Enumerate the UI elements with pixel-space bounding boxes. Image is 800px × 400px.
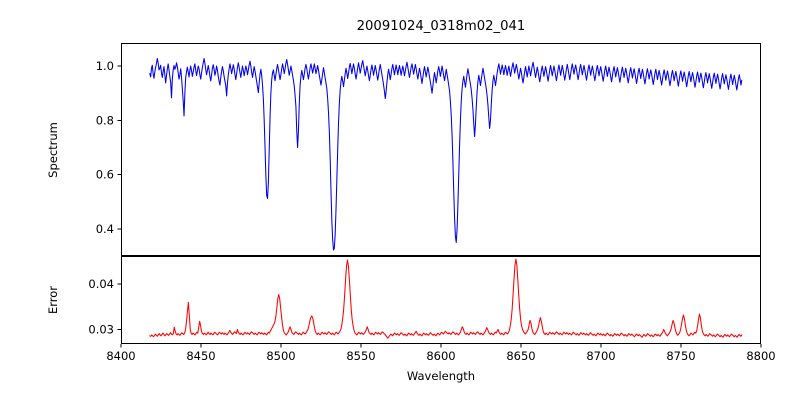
- spectrum-y-ticks: 0.4 0.6 0.8 1.0: [96, 59, 121, 236]
- wavelength-tick-label: 8550: [346, 349, 375, 363]
- spectrum-ytick-label: 1.0: [96, 59, 114, 73]
- wavelength-tick-label: 8450: [186, 349, 215, 363]
- spectrum-ytick-label: 0.4: [96, 222, 114, 236]
- wavelength-tick-label: 8650: [506, 349, 535, 363]
- error-ytick-label: 0.03: [88, 322, 114, 336]
- error-panel: 0.03 0.04 8400 8450 8500 8550 8600 8650 8700 875…: [46, 255, 776, 383]
- spectrum-axes-frame: [120, 42, 762, 257]
- error-axes-frame: [120, 255, 762, 345]
- wavelength-tick-label: 8800: [746, 349, 775, 363]
- error-axis-label: Error: [46, 286, 60, 314]
- error-plot-background: [121, 256, 761, 344]
- wavelength-tick-label: 8600: [426, 349, 455, 363]
- error-data-line: [149, 258, 743, 339]
- spectrum-data-line: [149, 57, 743, 251]
- wavelength-tick-label: 8500: [266, 349, 295, 363]
- error-x-ticks: 8400 8450 8500 8550 8600 8650 8700 8750 8800: [106, 344, 776, 363]
- wavelength-tick-label: 8700: [586, 349, 615, 363]
- spectrum-ytick-label: 0.8: [96, 113, 114, 127]
- error-ytick-label: 0.04: [88, 277, 114, 291]
- spectrum-axis-label: Spectrum: [46, 122, 60, 178]
- figure-title: 20091024_0318m02_041: [357, 19, 526, 34]
- spectrum-panel: 0.4 0.6 0.8 1.0 Spectrum: [46, 42, 762, 257]
- spectrum-ytick-label: 0.6: [96, 168, 114, 182]
- wavelength-tick-label: 8400: [106, 349, 135, 363]
- wavelength-tick-label: 8750: [666, 349, 695, 363]
- error-y-ticks: 0.03 0.04: [88, 277, 121, 336]
- wavelength-axis-label: Wavelength: [407, 369, 475, 383]
